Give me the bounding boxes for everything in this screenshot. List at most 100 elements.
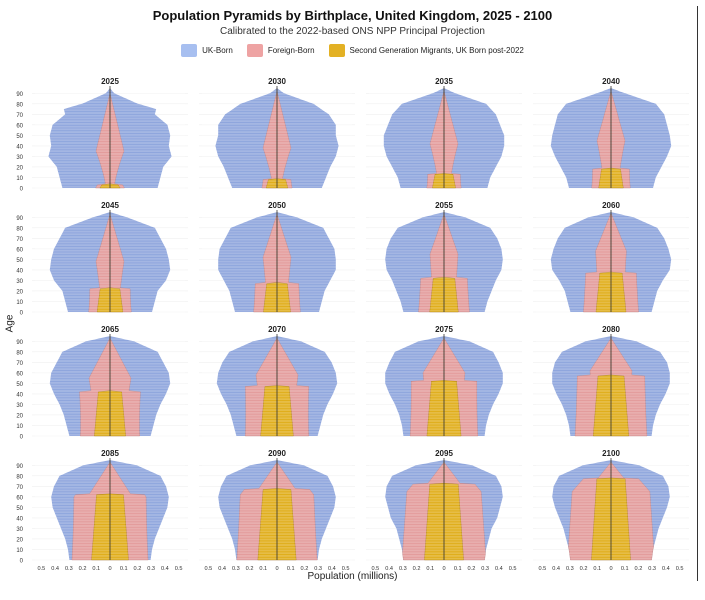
y-tick-label: 80: [16, 350, 23, 356]
x-tick-label: 0.4: [328, 566, 336, 572]
chart-title: Population Pyramids by Birthplace, Unite…: [152, 8, 553, 23]
x-tick-label: 0.3: [481, 566, 489, 572]
x-axis-label: Population (millions): [307, 571, 398, 582]
y-tick-label: 90: [16, 216, 23, 222]
x-tick-label: 0.5: [38, 566, 46, 572]
y-axis-label: Age: [4, 314, 16, 333]
x-tick-label: 0.5: [539, 566, 547, 572]
x-tick-label: 0.1: [621, 566, 629, 572]
y-tick-label: 60: [16, 495, 23, 501]
panel-title-2045: 2045: [101, 201, 119, 210]
x-tick-label: 0.1: [454, 566, 462, 572]
chart-subtitle: Calibrated to the 2022-based ONS NPP Pri…: [220, 26, 485, 37]
y-tick-label: 40: [16, 516, 23, 522]
x-tick-label: 0.4: [161, 566, 169, 572]
y-tick-label: 10: [16, 300, 23, 306]
y-tick-label: 50: [16, 382, 23, 388]
y-tick-label: 0: [20, 311, 24, 317]
panel-title-2040: 2040: [602, 77, 620, 86]
legend-swatch-uk-born: [181, 43, 198, 57]
x-tick-label: 0.2: [134, 566, 142, 572]
x-tick-label: 0.3: [147, 566, 155, 572]
x-tick-label: 0.4: [218, 566, 226, 572]
y-tick-label: 20: [16, 413, 23, 419]
panel-title-2030: 2030: [268, 77, 286, 86]
y-tick-label: 80: [16, 102, 23, 108]
panel-title-2075: 2075: [435, 325, 453, 334]
x-tick-label: 0.1: [120, 566, 128, 572]
y-tick-label: 30: [16, 155, 23, 161]
x-tick-label: 0.1: [287, 566, 295, 572]
y-tick-label: 80: [16, 474, 23, 480]
legend-item-foreign-born: Foreign-Born: [246, 43, 315, 57]
x-tick-label: 0.4: [662, 566, 670, 572]
panel-title-2090: 2090: [268, 449, 286, 458]
y-tick-label: 90: [16, 92, 23, 98]
x-tick-label: 0.2: [413, 566, 421, 572]
legend: UK-Born Foreign-Born Second Generation M…: [0, 42, 705, 58]
y-tick-label: 10: [16, 548, 23, 554]
legend-label-second-generation: Second Generation Migrants, UK Born post…: [349, 45, 524, 55]
y-tick-label: 20: [16, 165, 23, 171]
x-tick-label: 0.2: [79, 566, 87, 572]
x-tick-label: 0.5: [676, 566, 684, 572]
y-tick-label: 60: [16, 123, 23, 129]
y-tick-label: 40: [16, 392, 23, 398]
panel-title-2050: 2050: [268, 201, 286, 210]
x-tick-label: 0.4: [552, 566, 560, 572]
panel-title-2080: 2080: [602, 325, 620, 334]
x-tick-label: 0.1: [426, 566, 434, 572]
y-tick-label: 40: [16, 144, 23, 150]
x-tick-label: 0.5: [205, 566, 213, 572]
y-tick-label: 10: [16, 176, 23, 182]
x-tick-label: 0.5: [509, 566, 517, 572]
y-tick-label: 20: [16, 537, 23, 543]
panel-title-2100: 2100: [602, 449, 620, 458]
y-tick-label: 80: [16, 226, 23, 232]
x-tick-label: 0: [442, 566, 445, 572]
panel-title-2085: 2085: [101, 449, 119, 458]
y-tick-label: 50: [16, 506, 23, 512]
x-tick-label: 0.5: [175, 566, 183, 572]
x-tick-label: 0.3: [65, 566, 73, 572]
x-tick-label: 0.3: [314, 566, 322, 572]
x-tick-label: 0.1: [259, 566, 267, 572]
x-tick-label: 0.2: [580, 566, 588, 572]
x-tick-label: 0.4: [495, 566, 503, 572]
y-tick-label: 20: [16, 289, 23, 295]
x-tick-label: 0.3: [399, 566, 407, 572]
panel-title-2065: 2065: [101, 325, 119, 334]
legend-label-uk-born: UK-Born: [202, 45, 233, 55]
x-tick-label: 0.3: [232, 566, 240, 572]
y-tick-label: 60: [16, 371, 23, 377]
x-tick-label: 0: [108, 566, 111, 572]
x-tick-label: 0.2: [301, 566, 309, 572]
x-tick-label: 0.5: [342, 566, 350, 572]
y-tick-label: 70: [16, 237, 23, 243]
panel-title-2055: 2055: [435, 201, 453, 210]
legend-label-foreign-born: Foreign-Born: [267, 45, 315, 55]
x-tick-label: 0.3: [648, 566, 656, 572]
y-tick-label: 0: [20, 187, 24, 193]
y-tick-label: 60: [16, 247, 23, 253]
y-tick-label: 90: [16, 340, 23, 346]
y-tick-label: 70: [16, 113, 23, 119]
legend-swatch-foreign-born: [246, 43, 263, 57]
y-tick-label: 30: [16, 403, 23, 409]
legend-item-uk-born: UK-Born: [181, 43, 233, 57]
x-tick-label: 0.2: [468, 566, 476, 572]
panel-title-2035: 2035: [435, 77, 453, 86]
y-tick-label: 50: [16, 258, 23, 264]
y-tick-label: 70: [16, 485, 23, 491]
x-tick-label: 0.3: [566, 566, 574, 572]
x-tick-label: 0.4: [51, 566, 59, 572]
y-tick-label: 30: [16, 279, 23, 285]
y-tick-label: 0: [20, 559, 24, 565]
panel-title-2060: 2060: [602, 201, 620, 210]
y-tick-label: 40: [16, 268, 23, 274]
y-tick-label: 70: [16, 361, 23, 367]
x-tick-label: 0.1: [593, 566, 601, 572]
x-tick-label: 0.4: [385, 566, 393, 572]
y-tick-label: 10: [16, 424, 23, 430]
